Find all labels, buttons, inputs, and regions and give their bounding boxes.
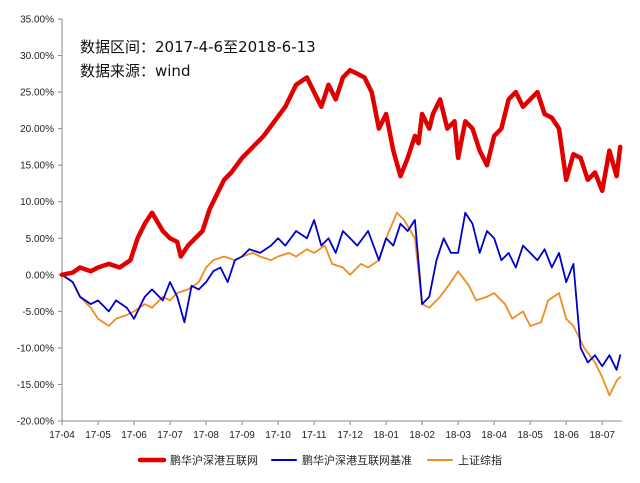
annotation-text: 数据来源：wind — [80, 62, 190, 80]
x-tick-label: 17-08 — [193, 430, 219, 441]
series-line-2 — [61, 211, 622, 397]
y-tick-label: 0.00% — [26, 270, 54, 281]
x-tick-label: 17-05 — [85, 430, 111, 441]
y-tick-label: -10.00% — [17, 343, 54, 354]
x-tick-label: 17-10 — [265, 430, 291, 441]
x-tick-label: 18-05 — [517, 430, 543, 441]
x-tick-label: 17-07 — [157, 430, 183, 441]
series-line-0 — [59, 67, 623, 278]
x-tick-label: 18-07 — [589, 430, 615, 441]
y-tick-label: 10.00% — [20, 197, 54, 208]
x-tick-label: 17-06 — [121, 430, 147, 441]
y-tick-label: 30.00% — [20, 51, 54, 62]
legend-label-2: 上证综指 — [458, 453, 502, 467]
x-tick-label: 18-02 — [409, 430, 435, 441]
y-tick-label: 15.00% — [20, 161, 54, 172]
y-tick-label: 35.00% — [20, 15, 54, 26]
x-tick-label: 18-01 — [373, 430, 399, 441]
x-tick-label: 17-09 — [229, 430, 255, 441]
series-line-1 — [61, 211, 622, 371]
x-tick-label: 17-12 — [337, 430, 363, 441]
y-tick-label: -15.00% — [17, 380, 54, 391]
y-tick-label: 20.00% — [20, 124, 54, 135]
x-tick-label: 18-03 — [445, 430, 471, 441]
x-tick-label: 18-06 — [553, 430, 579, 441]
y-tick-label: 25.00% — [20, 88, 54, 99]
annotation-text: 数据区间：2017-4-6至2018-6-13 — [80, 38, 316, 56]
y-tick-label: -5.00% — [22, 307, 54, 318]
y-tick-label: 5.00% — [26, 234, 54, 245]
x-tick-label: 18-04 — [481, 430, 507, 441]
legend-label-1: 鹏华沪深港互联网基准 — [302, 453, 412, 467]
legend-label-0: 鹏华沪深港互联网 — [170, 453, 258, 467]
x-tick-label: 17-11 — [302, 430, 327, 441]
x-tick-label: 17-04 — [49, 430, 75, 441]
y-tick-label: -20.00% — [17, 417, 54, 428]
